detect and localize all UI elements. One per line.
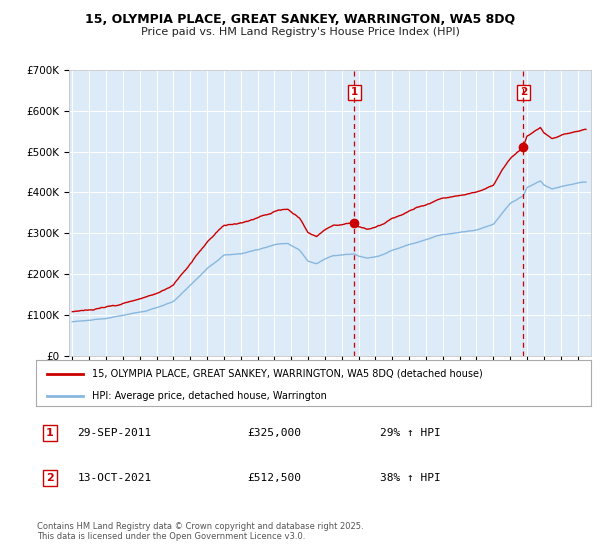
- Text: 2: 2: [520, 87, 527, 97]
- Text: 1: 1: [351, 87, 358, 97]
- Text: £512,500: £512,500: [247, 473, 301, 483]
- Text: Price paid vs. HM Land Registry's House Price Index (HPI): Price paid vs. HM Land Registry's House …: [140, 27, 460, 38]
- Text: 2: 2: [46, 473, 54, 483]
- Text: 29-SEP-2011: 29-SEP-2011: [77, 428, 152, 437]
- Text: Contains HM Land Registry data © Crown copyright and database right 2025.
This d: Contains HM Land Registry data © Crown c…: [37, 522, 364, 542]
- Text: 38% ↑ HPI: 38% ↑ HPI: [380, 473, 441, 483]
- Text: 15, OLYMPIA PLACE, GREAT SANKEY, WARRINGTON, WA5 8DQ (detached house): 15, OLYMPIA PLACE, GREAT SANKEY, WARRING…: [92, 369, 482, 379]
- Text: 29% ↑ HPI: 29% ↑ HPI: [380, 428, 441, 437]
- Text: 15, OLYMPIA PLACE, GREAT SANKEY, WARRINGTON, WA5 8DQ: 15, OLYMPIA PLACE, GREAT SANKEY, WARRING…: [85, 13, 515, 26]
- Text: HPI: Average price, detached house, Warrington: HPI: Average price, detached house, Warr…: [92, 391, 326, 401]
- Text: £325,000: £325,000: [247, 428, 301, 437]
- Text: 13-OCT-2021: 13-OCT-2021: [77, 473, 152, 483]
- Text: 1: 1: [46, 428, 54, 437]
